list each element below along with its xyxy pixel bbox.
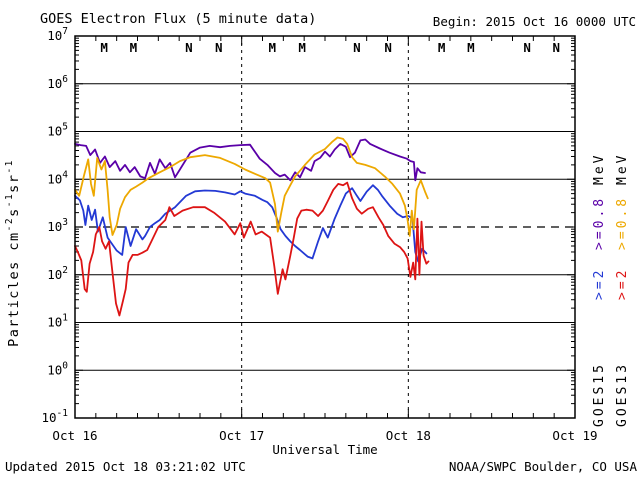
y-axis-label: Particles cm-2s-1sr-1 (4, 159, 22, 347)
marker-N: N (552, 40, 560, 55)
legend-goes13: GOES13 >=2 >=0.8 MeV (615, 153, 630, 427)
x-axis-label: Universal Time (272, 442, 377, 457)
marker-N: N (384, 40, 392, 55)
legend-goes15-e2: >=2 (592, 268, 607, 300)
plot-frame (74, 35, 576, 419)
series-goes13-0.8-mev (74, 136, 429, 237)
y-tick-label-1e-1: 10-1 (41, 408, 68, 425)
y-tick-label-1e7: 107 (47, 26, 68, 43)
legend-goes15-unit: MeV (592, 153, 607, 185)
series-goes15-0.8-mev (74, 138, 426, 182)
series-goes13-2-mev (74, 181, 430, 317)
y-tick-label-1e0: 100 (47, 360, 68, 377)
marker-N: N (353, 40, 361, 55)
marker-N: N (215, 40, 223, 55)
y-tick-labels: 107 106 105 104 103 102 101 100 10-1 (41, 26, 68, 425)
marker-N: N (523, 40, 531, 55)
credit-text: NOAA/SWPC Boulder, CO USA (449, 459, 638, 474)
y-tick-label-1e2: 102 (47, 265, 68, 282)
x-tick-label: Oct 19 (552, 428, 597, 443)
legend-goes15-e08: >=0.8 (592, 196, 607, 250)
marker-M: M (298, 40, 306, 55)
x-tick-label: Oct 16 (52, 428, 97, 443)
marker-N: N (185, 40, 193, 55)
legend-goes13-sat: GOES13 (615, 362, 630, 427)
legend-goes15-sat: GOES15 (592, 362, 607, 427)
y-tick-label-1e5: 105 (47, 122, 68, 139)
marker-M: M (467, 40, 475, 55)
series-layer (74, 136, 430, 317)
x-tick-label: Oct 18 (386, 428, 431, 443)
y-tick-label-1e4: 104 (47, 169, 68, 186)
series-goes15-2-mev (74, 184, 428, 263)
begin-timestamp: Begin: 2015 Oct 16 0000 UTC (433, 14, 636, 29)
legend-goes15: GOES15 >=2 >=0.8 MeV (592, 153, 607, 427)
y-tick-label-1e3: 103 (47, 217, 68, 234)
y-tick-label-1e1: 101 (47, 313, 68, 330)
y-tick-label-1e6: 106 (47, 74, 68, 91)
legend-goes13-e2: >=2 (615, 268, 630, 300)
legend-goes13-e08: >=0.8 (615, 196, 630, 250)
updated-timestamp: Updated 2015 Oct 18 03:21:02 UTC (5, 459, 246, 474)
x-tick-labels: Oct 16 Oct 17 Oct 18 Oct 19 (52, 428, 597, 443)
chart-title: GOES Electron Flux (5 minute data) (40, 11, 316, 27)
marker-M: M (100, 40, 108, 55)
x-tick-label: Oct 17 (219, 428, 264, 443)
legend-goes13-unit: MeV (615, 153, 630, 185)
marker-M: M (130, 40, 138, 55)
marker-M: M (438, 40, 446, 55)
marker-M: M (268, 40, 276, 55)
